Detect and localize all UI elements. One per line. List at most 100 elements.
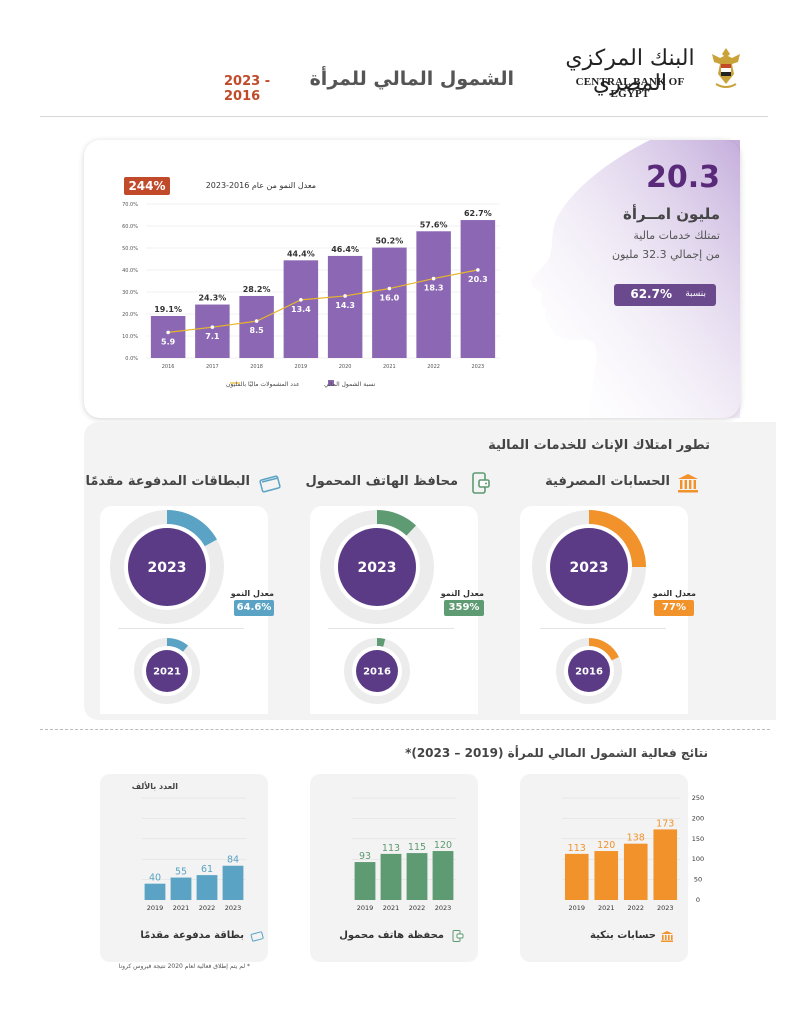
bar-value-label: 19.1%: [154, 305, 182, 314]
bar-2022: [406, 853, 428, 900]
bank-logo-english: CENTRAL BANK OF EGYPT: [575, 76, 685, 100]
bar-value-label: 24.3%: [198, 294, 226, 303]
legend-label-ratio: نسبة الشمول المالي: [324, 381, 376, 388]
bar-2021: [594, 851, 619, 900]
x-tick-label: 2017: [206, 364, 219, 370]
prepaid-card-bar-chart: 40 2019 55 2021 61 2022 84 2023: [142, 797, 246, 912]
growth-badge-bank: 77%: [654, 600, 694, 616]
bar-2023: [653, 829, 678, 900]
count-value-label: 13.4: [291, 305, 311, 314]
donut-segment: [166, 510, 217, 547]
mobile-wallet-icon: [472, 472, 490, 494]
donut-center: [568, 650, 610, 692]
y-tick-label: 250: [692, 794, 704, 802]
results-name-bank: حسابات بنكية: [590, 930, 656, 941]
count-value-label: 7.1: [205, 332, 220, 341]
bar-value-label: 113: [382, 843, 400, 854]
service-title-mobile-wallets: محافظ الهاتف المحمول: [305, 474, 458, 489]
count-value-label: 5.9: [161, 337, 176, 346]
y-tick-label: 0: [696, 896, 700, 904]
mobile-wallet-small-icon: [452, 930, 464, 942]
y-tick-label: 100: [692, 855, 704, 863]
event-results-title: نتائج فعالية الشمول المالي للمرأة (2019 …: [405, 746, 708, 760]
bank-accounts-bar-chart: 250 200 150 100 50 0 113 2019 120 2021 138 2022 173 2…: [562, 794, 704, 912]
results-name-mobile: محفظة هاتف محمول: [339, 930, 444, 941]
bar-ratio-2019: [283, 260, 319, 358]
bar-ratio-2016: [150, 315, 186, 358]
y-tick-label: 10.0%: [122, 334, 138, 340]
bar-value-label: 120: [597, 840, 615, 851]
x-tick-label: 2021: [173, 904, 190, 912]
growth-rate-label: معدل النمو من عام 2016-2023: [205, 181, 316, 190]
donut-mobile-2023: 2023: [320, 510, 434, 624]
count-point: [299, 298, 303, 302]
bar-2021: [380, 853, 402, 900]
donut-center: [146, 650, 188, 692]
women-count-desc: تمتلك خدمات مالية: [633, 229, 720, 242]
donut-segment: [588, 510, 646, 568]
inclusion-ratio-label: بنسبة: [685, 289, 706, 299]
bar-value-label: 84: [227, 855, 239, 866]
bar-ratio-2020: [327, 255, 363, 358]
services-evolution-title: تطور امتلاك الإناث للخدمات المالية: [488, 438, 710, 453]
y-tick-label: 30.0%: [122, 290, 138, 296]
bar-ratio-2023: [460, 220, 496, 358]
card-divider: [118, 628, 244, 629]
legend-swatch-ratio: [328, 380, 334, 386]
footnote: * لم يتم إطلاق فعالية لعام 2020 نتيجة في…: [118, 963, 250, 970]
bar-value-label: 120: [434, 840, 452, 851]
y-tick-label: 150: [692, 835, 704, 843]
bar-value-label: 55: [175, 867, 187, 878]
woman-profile-illustration: [531, 140, 740, 418]
y-tick-label: 200: [692, 814, 704, 822]
count-point: [254, 319, 259, 323]
donut-year-label: 2016: [575, 667, 603, 678]
donut-bank-2016: 2016: [556, 638, 622, 704]
bar-value-label: 115: [408, 842, 426, 853]
count-value-label: 14.3: [335, 301, 355, 310]
donut-segment: [588, 638, 619, 661]
x-tick-label: 2022: [409, 904, 426, 912]
bar-2019: [144, 883, 166, 900]
y-tick-label: 50.0%: [122, 246, 138, 252]
legend-label-count: عدد المشمولات ماليًا بالمليون: [226, 381, 300, 388]
bar-ratio-2018: [239, 295, 274, 358]
bank-logo-arabic: البنك المركزي المصري: [565, 46, 695, 96]
donut-year-label: 2021: [153, 667, 181, 678]
bar-value-label: 61: [201, 864, 213, 875]
count-value-label: 20.3: [468, 275, 488, 284]
growth-label-mobile: معدل النمو: [440, 589, 484, 598]
women-count-total: من إجمالي 32.3 مليون: [612, 248, 720, 261]
bar-value-label: 50.2%: [375, 237, 403, 246]
women-count-number: 20.3: [645, 160, 720, 195]
count-point: [343, 294, 347, 298]
x-tick-label: 2019: [147, 904, 164, 912]
count-series-line: [168, 269, 478, 333]
y-tick-label: 0.0%: [125, 356, 138, 362]
bank-icon: [678, 474, 698, 493]
card-divider: [328, 628, 454, 629]
donut-segment: [376, 638, 386, 647]
y-tick-label: 40.0%: [122, 268, 138, 274]
x-tick-label: 2023: [657, 904, 674, 912]
x-tick-label: 2021: [598, 904, 615, 912]
bar-ratio-2022: [416, 231, 451, 358]
count-value-label: 18.3: [424, 284, 444, 293]
y-tick-label: 60.0%: [122, 224, 138, 230]
growth-rate-badge: 244%: [124, 177, 170, 195]
donut-bank-2023: 2023: [532, 510, 646, 624]
bar-value-label: 113: [568, 843, 586, 854]
inclusion-ratio-badge: 62.7% بنسبة: [614, 284, 716, 306]
count-value-label: 8.5: [250, 326, 265, 335]
donut-year-label: 2023: [570, 560, 609, 576]
y-tick-label: 50: [694, 876, 702, 884]
bar-value-label: 44.4%: [287, 249, 315, 258]
x-tick-label: 2019: [295, 364, 308, 370]
x-tick-label: 2023: [225, 904, 242, 912]
count-point: [387, 286, 392, 291]
x-tick-label: 2020: [339, 364, 352, 370]
bar-2023: [222, 865, 244, 900]
count-point: [210, 325, 215, 329]
bar-2019: [354, 862, 376, 900]
donut-year-label: 2023: [148, 560, 187, 576]
